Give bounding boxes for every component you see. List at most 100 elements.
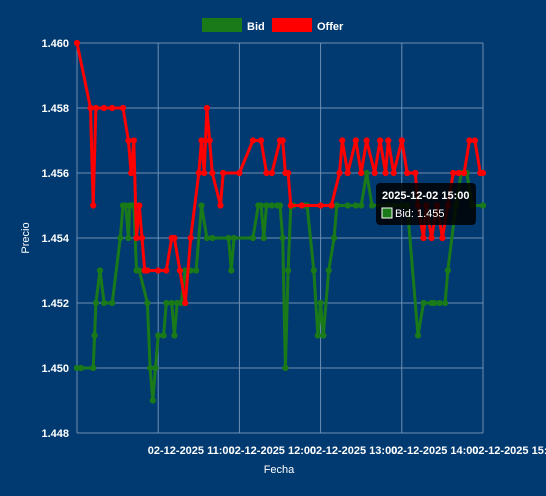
- data-point-bid[interactable]: [310, 267, 317, 274]
- data-point-offer[interactable]: [279, 137, 286, 144]
- data-point-offer[interactable]: [371, 169, 378, 177]
- legend-label-offer[interactable]: Offer: [317, 21, 344, 33]
- data-point-offer[interactable]: [109, 104, 116, 112]
- data-point-offer[interactable]: [336, 169, 343, 177]
- data-point-offer[interactable]: [428, 234, 435, 242]
- data-point-offer[interactable]: [73, 39, 81, 47]
- data-point-bid[interactable]: [333, 202, 340, 209]
- data-point-bid[interactable]: [144, 299, 151, 307]
- data-point-bid[interactable]: [260, 234, 267, 242]
- data-point-offer[interactable]: [206, 137, 213, 144]
- data-point-bid[interactable]: [90, 364, 97, 372]
- data-point-bid[interactable]: [192, 267, 200, 274]
- data-point-bid[interactable]: [163, 299, 170, 307]
- data-point-bid[interactable]: [109, 299, 116, 307]
- legend-label-bid[interactable]: Bid: [247, 21, 265, 33]
- data-point-offer[interactable]: [344, 169, 351, 177]
- data-point-bid[interactable]: [363, 169, 370, 177]
- data-point-offer[interactable]: [119, 104, 127, 112]
- data-point-offer[interactable]: [412, 169, 419, 177]
- data-point-offer[interactable]: [460, 169, 468, 177]
- data-point-offer[interactable]: [203, 104, 211, 112]
- data-point-bid[interactable]: [282, 364, 289, 372]
- legend-swatch-bid[interactable]: [202, 18, 242, 32]
- data-point-offer[interactable]: [358, 169, 365, 177]
- data-point-bid[interactable]: [285, 267, 292, 274]
- data-point-offer[interactable]: [455, 169, 462, 177]
- data-point-offer[interactable]: [263, 169, 270, 177]
- data-point-offer[interactable]: [377, 137, 384, 144]
- data-point-offer[interactable]: [328, 202, 335, 209]
- data-point-bid[interactable]: [152, 364, 159, 372]
- data-point-bid[interactable]: [160, 332, 167, 339]
- data-point-offer[interactable]: [187, 234, 194, 242]
- data-point-bid[interactable]: [352, 202, 359, 209]
- data-point-offer[interactable]: [201, 169, 208, 177]
- data-point-offer[interactable]: [133, 234, 140, 242]
- data-point-bid[interactable]: [155, 332, 162, 339]
- data-point-offer[interactable]: [209, 169, 216, 177]
- data-point-offer[interactable]: [317, 202, 324, 209]
- data-point-offer[interactable]: [382, 169, 389, 177]
- data-point-offer[interactable]: [257, 137, 265, 144]
- data-point-bid[interactable]: [431, 299, 438, 307]
- data-point-bid[interactable]: [91, 332, 98, 339]
- data-point-bid[interactable]: [168, 299, 175, 307]
- data-point-bid[interactable]: [100, 299, 108, 307]
- data-point-bid[interactable]: [149, 397, 156, 404]
- data-point-offer[interactable]: [130, 137, 137, 144]
- data-point-bid[interactable]: [325, 267, 332, 274]
- data-point-bid[interactable]: [198, 202, 205, 209]
- data-point-bid[interactable]: [209, 234, 216, 242]
- data-point-offer[interactable]: [220, 169, 227, 177]
- data-point-bid[interactable]: [77, 364, 85, 372]
- data-point-offer[interactable]: [176, 267, 183, 274]
- data-point-bid[interactable]: [344, 202, 351, 209]
- data-point-bid[interactable]: [203, 234, 211, 242]
- data-point-bid[interactable]: [320, 332, 327, 339]
- data-point-bid[interactable]: [257, 202, 265, 209]
- data-point-offer[interactable]: [171, 234, 178, 242]
- data-point-offer[interactable]: [90, 202, 97, 209]
- data-point-offer[interactable]: [125, 137, 132, 144]
- data-point-offer[interactable]: [217, 202, 224, 209]
- data-point-offer[interactable]: [398, 137, 405, 144]
- data-point-offer[interactable]: [128, 169, 135, 177]
- data-point-offer[interactable]: [439, 234, 446, 242]
- data-point-bid[interactable]: [96, 267, 104, 274]
- data-point-offer[interactable]: [163, 267, 170, 274]
- data-point-offer[interactable]: [287, 202, 294, 209]
- data-point-bid[interactable]: [444, 267, 451, 274]
- data-point-bid[interactable]: [171, 332, 178, 339]
- data-point-bid[interactable]: [249, 234, 257, 242]
- data-point-offer[interactable]: [450, 169, 457, 177]
- data-point-bid[interactable]: [230, 234, 238, 242]
- data-point-bid[interactable]: [268, 202, 275, 209]
- data-point-offer[interactable]: [155, 267, 162, 274]
- data-point-offer[interactable]: [144, 267, 151, 274]
- data-point-offer[interactable]: [385, 137, 392, 144]
- data-point-offer[interactable]: [390, 169, 397, 177]
- data-point-bid[interactable]: [314, 332, 321, 339]
- data-point-bid[interactable]: [146, 364, 154, 372]
- data-point-bid[interactable]: [331, 234, 338, 242]
- data-point-bid[interactable]: [276, 202, 284, 209]
- data-point-offer[interactable]: [298, 202, 305, 209]
- data-point-bid[interactable]: [442, 299, 449, 307]
- data-point-offer[interactable]: [352, 137, 359, 144]
- data-point-offer[interactable]: [339, 137, 346, 144]
- data-point-bid[interactable]: [479, 202, 487, 209]
- data-point-bid[interactable]: [436, 299, 443, 307]
- data-point-offer[interactable]: [182, 299, 189, 307]
- data-point-offer[interactable]: [198, 137, 205, 144]
- data-point-offer[interactable]: [404, 169, 411, 177]
- legend-swatch-offer[interactable]: [272, 18, 312, 32]
- data-point-offer[interactable]: [479, 169, 487, 177]
- data-point-offer[interactable]: [285, 169, 292, 177]
- data-point-bid[interactable]: [263, 202, 270, 209]
- data-point-offer[interactable]: [87, 104, 94, 112]
- data-point-offer[interactable]: [236, 169, 243, 177]
- data-point-offer[interactable]: [471, 137, 478, 144]
- data-point-offer[interactable]: [363, 137, 370, 144]
- data-point-offer[interactable]: [136, 202, 143, 209]
